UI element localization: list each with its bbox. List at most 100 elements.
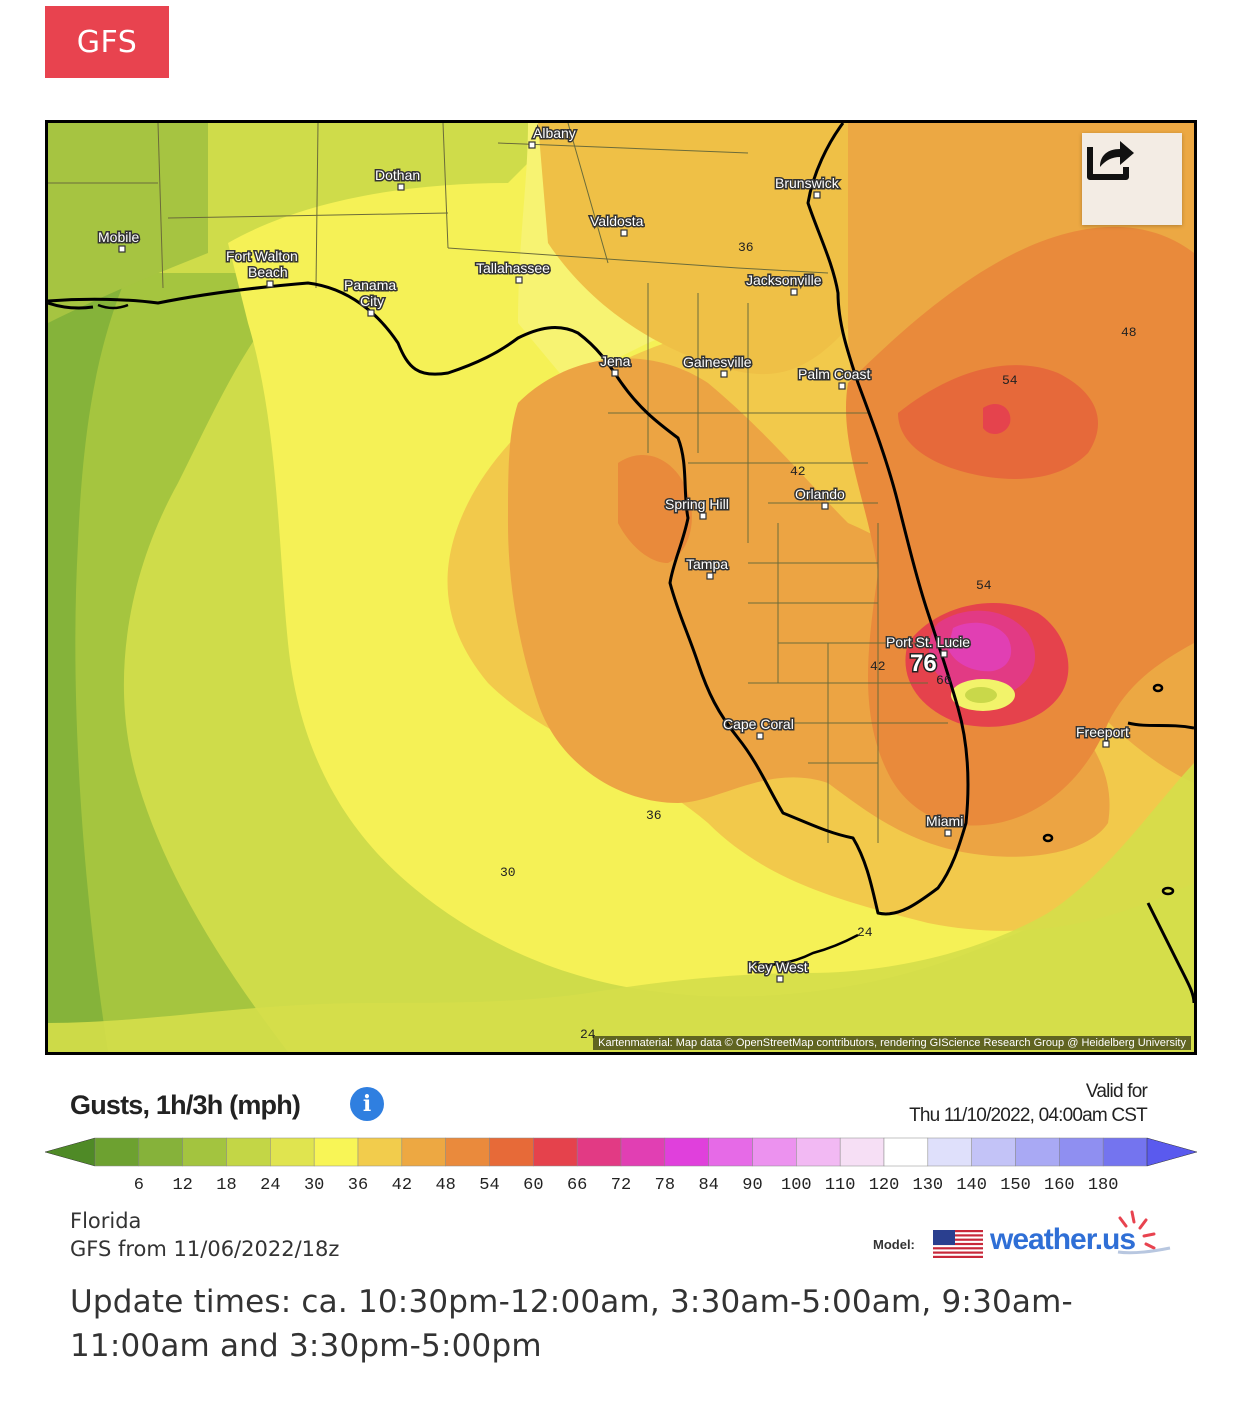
- scale-cell: [270, 1137, 315, 1167]
- weather-us-logo[interactable]: weather.us: [990, 1223, 1136, 1256]
- scale-min-arrow: [45, 1137, 96, 1167]
- scale-cell: [620, 1137, 666, 1167]
- scale-tick-label: 18: [216, 1176, 237, 1195]
- scale-tick-label: 140: [956, 1176, 987, 1195]
- city-label: Gainesville: [683, 354, 752, 370]
- contour-label: 24: [857, 925, 873, 940]
- city-label: Cape Coral: [723, 716, 794, 732]
- legend-title: Gusts, 1h/3h (mph): [70, 1090, 301, 1120]
- scale-cell: [489, 1137, 534, 1167]
- gust-map-svg: Albany Dothan Brunswick Valdosta Mobile …: [48, 123, 1194, 1052]
- scale-tick-label: 24: [260, 1176, 281, 1195]
- city-label: Freeport: [1076, 724, 1129, 740]
- contour-labels: 36 48 54 42 54 42 66 36 30 24 24 76: [500, 240, 1137, 1042]
- scale-max-arrow: [1146, 1137, 1197, 1167]
- city-label: Jacksonville: [746, 272, 822, 288]
- contour-label: 54: [1002, 373, 1018, 388]
- city-label: Mobile: [98, 229, 139, 245]
- us-flag-icon: [933, 1230, 983, 1258]
- scale-tick-label: 48: [435, 1176, 456, 1195]
- scale-cell: [401, 1137, 446, 1167]
- city-label: Orlando: [795, 486, 845, 502]
- scale-cell: [664, 1137, 709, 1167]
- scale-tick-label: 54: [479, 1176, 500, 1195]
- model-run: GFS from 11/06/2022/18z: [70, 1237, 340, 1261]
- city-label: City: [360, 293, 384, 309]
- city-label: Albany: [533, 125, 576, 141]
- scale-cell: [796, 1137, 841, 1167]
- share-button[interactable]: [1082, 133, 1182, 225]
- scale-tick-label: 110: [824, 1176, 856, 1195]
- city-label: Fort Walton: [226, 248, 298, 264]
- city-label: Valdosta: [590, 213, 644, 229]
- scale-tick-label: 72: [610, 1176, 632, 1195]
- scale-cell: [927, 1137, 972, 1167]
- model-label: Model:: [873, 1237, 915, 1252]
- share-icon: [1087, 141, 1134, 180]
- scale-cell: [971, 1137, 1016, 1167]
- sun-icon: [1117, 1210, 1171, 1255]
- contour-label: 42: [870, 659, 886, 674]
- info-icon[interactable]: i: [350, 1087, 384, 1121]
- city-label: Palm Coast: [798, 366, 870, 382]
- scale-tick-label: 12: [172, 1176, 193, 1195]
- scale-tick-label: 150: [1000, 1176, 1031, 1195]
- valid-time: Valid for Thu 11/10/2022, 04:00am CST: [909, 1080, 1148, 1128]
- city-label: Panama: [344, 277, 396, 293]
- contour-label: 54: [976, 578, 992, 593]
- valid-label: Valid for: [1085, 1081, 1148, 1102]
- scale-cell: [1015, 1137, 1060, 1167]
- city-label: Key West: [748, 959, 808, 975]
- map-attribution: Kartenmaterial: Map data © OpenStreetMap…: [593, 1036, 1191, 1050]
- city-label: Miami: [926, 813, 963, 829]
- contour-label: 36: [738, 240, 754, 255]
- region-name: Florida: [70, 1209, 142, 1233]
- scale-tick-label: 84: [698, 1176, 719, 1195]
- scale-cell: [226, 1137, 271, 1167]
- city-label: Beach: [248, 264, 288, 280]
- scale-tick-label: 180: [1087, 1176, 1119, 1195]
- city-label: Port St. Lucie: [886, 634, 970, 650]
- scale-tick-label: 120: [868, 1176, 900, 1195]
- scale-tick-label: 30: [303, 1176, 325, 1195]
- update-times: Update times: ca. 10:30pm-12:00am, 3:30a…: [70, 1284, 1073, 1364]
- contour-label: 66: [936, 673, 952, 688]
- scale-cell: [94, 1137, 140, 1167]
- scale-tick-label: 42: [391, 1176, 413, 1195]
- city-label: Tallahassee: [476, 260, 550, 276]
- scale-tick-label: 60: [523, 1176, 544, 1195]
- contour-label: 42: [790, 464, 806, 479]
- city-label: Dothan: [375, 167, 420, 183]
- scale-tick-label: 6: [133, 1176, 144, 1195]
- scale-cell: [533, 1137, 578, 1167]
- scale-cell: [313, 1137, 359, 1167]
- contour-label: 24: [580, 1027, 596, 1042]
- scale-cell: [357, 1137, 403, 1167]
- scale-cell: [1102, 1137, 1148, 1167]
- scale-cell: [1059, 1137, 1104, 1167]
- scale-cell: [708, 1137, 753, 1167]
- model-tab-gfs[interactable]: GFS: [45, 6, 169, 78]
- scale-cell: [752, 1137, 797, 1167]
- contour-label: 48: [1121, 325, 1137, 340]
- scale-tick-label: 160: [1044, 1176, 1075, 1195]
- city-label: Spring Hill: [665, 496, 729, 512]
- scale-cell: [839, 1137, 885, 1167]
- scale-tick-label: 78: [654, 1176, 676, 1195]
- city-label: Jena: [600, 353, 631, 369]
- color-scale: [45, 1137, 1197, 1167]
- scale-cell: [182, 1137, 227, 1167]
- contour-label: 36: [646, 808, 662, 823]
- scale-cell: [138, 1137, 183, 1167]
- weather-map: Albany Dothan Brunswick Valdosta Mobile …: [45, 120, 1197, 1055]
- city-label: Brunswick: [775, 175, 840, 191]
- scale-tick-label: 90: [742, 1176, 763, 1195]
- scale-tick-label: 36: [347, 1176, 369, 1195]
- city-label: Tampa: [686, 556, 728, 572]
- scale-tick-label: 130: [912, 1176, 944, 1195]
- scale-tick-label: 66: [566, 1176, 588, 1195]
- contour-label: 30: [500, 865, 516, 880]
- city-labels: Albany Dothan Brunswick Valdosta Mobile …: [97, 124, 1131, 977]
- valid-datetime: Thu 11/10/2022, 04:00am CST: [909, 1105, 1148, 1126]
- color-scale-ticks: 6 12 18 24 30 36 42 48 54 60 66 72 78 84 90 100 110 120 13…: [45, 1176, 1197, 1200]
